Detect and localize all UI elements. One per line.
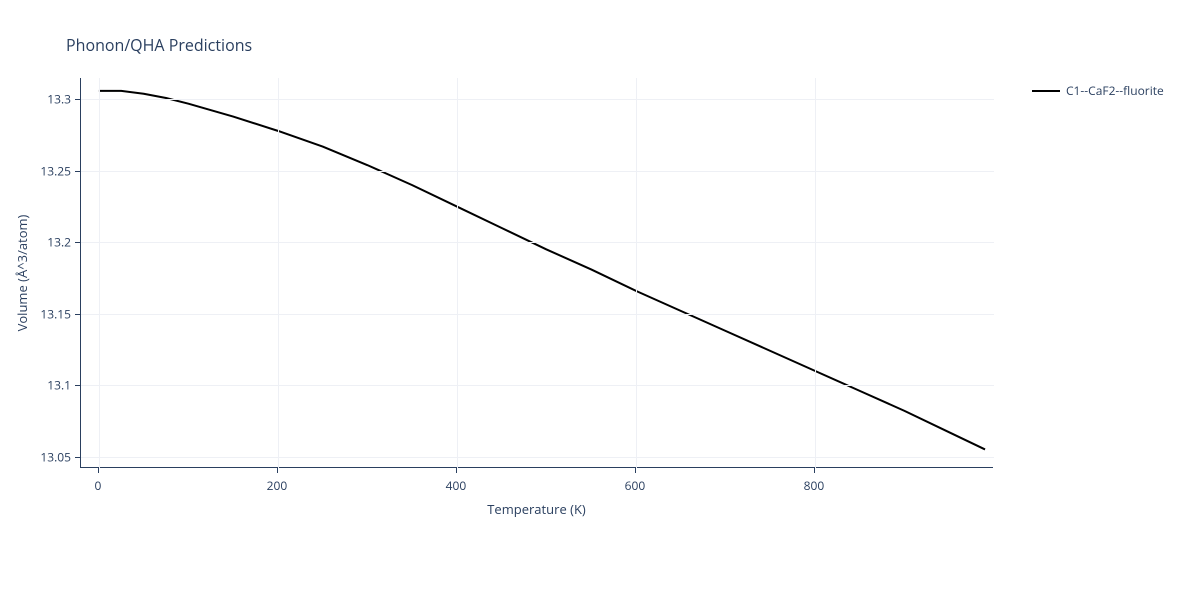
legend-swatch [1032,90,1060,92]
x-tick-label: 600 [625,477,646,494]
series-line [99,91,985,450]
y-tick [75,171,80,172]
x-tick [635,468,636,473]
grid-line-vertical [636,78,637,468]
grid-line-vertical [815,78,816,468]
x-tick-label: 200 [267,477,288,494]
legend-label: C1--CaF2--fluorite [1066,82,1164,99]
y-tick [75,457,80,458]
grid-line-horizontal [81,171,994,172]
plot-area [80,78,993,468]
x-axis-label: Temperature (K) [487,500,586,518]
y-tick-label: 13.1 [47,377,71,394]
grid-line-horizontal [81,242,994,243]
y-tick-label: 13.05 [40,448,71,465]
x-tick-label: 0 [94,477,101,494]
y-tick-label: 13.2 [47,234,71,251]
grid-line-vertical [457,78,458,468]
chart-title: Phonon/QHA Predictions [66,34,252,56]
x-tick [814,468,815,473]
x-tick [277,468,278,473]
y-tick [75,385,80,386]
grid-line-vertical [278,78,279,468]
y-tick-label: 13.3 [47,91,71,108]
grid-line-vertical [99,78,100,468]
grid-line-horizontal [81,314,994,315]
grid-line-horizontal [81,457,994,458]
y-tick-label: 13.25 [40,162,71,179]
y-tick [75,99,80,100]
grid-line-horizontal [81,99,994,100]
x-tick [98,468,99,473]
x-tick-label: 400 [446,477,467,494]
legend: C1--CaF2--fluorite [1032,82,1164,99]
y-tick [75,242,80,243]
x-tick [456,468,457,473]
y-tick [75,314,80,315]
grid-line-horizontal [81,385,994,386]
y-axis-label: Volume (Å^3/atom) [13,215,31,332]
y-tick-label: 13.15 [40,305,71,322]
series-layer [81,78,994,468]
x-tick-label: 800 [804,477,825,494]
